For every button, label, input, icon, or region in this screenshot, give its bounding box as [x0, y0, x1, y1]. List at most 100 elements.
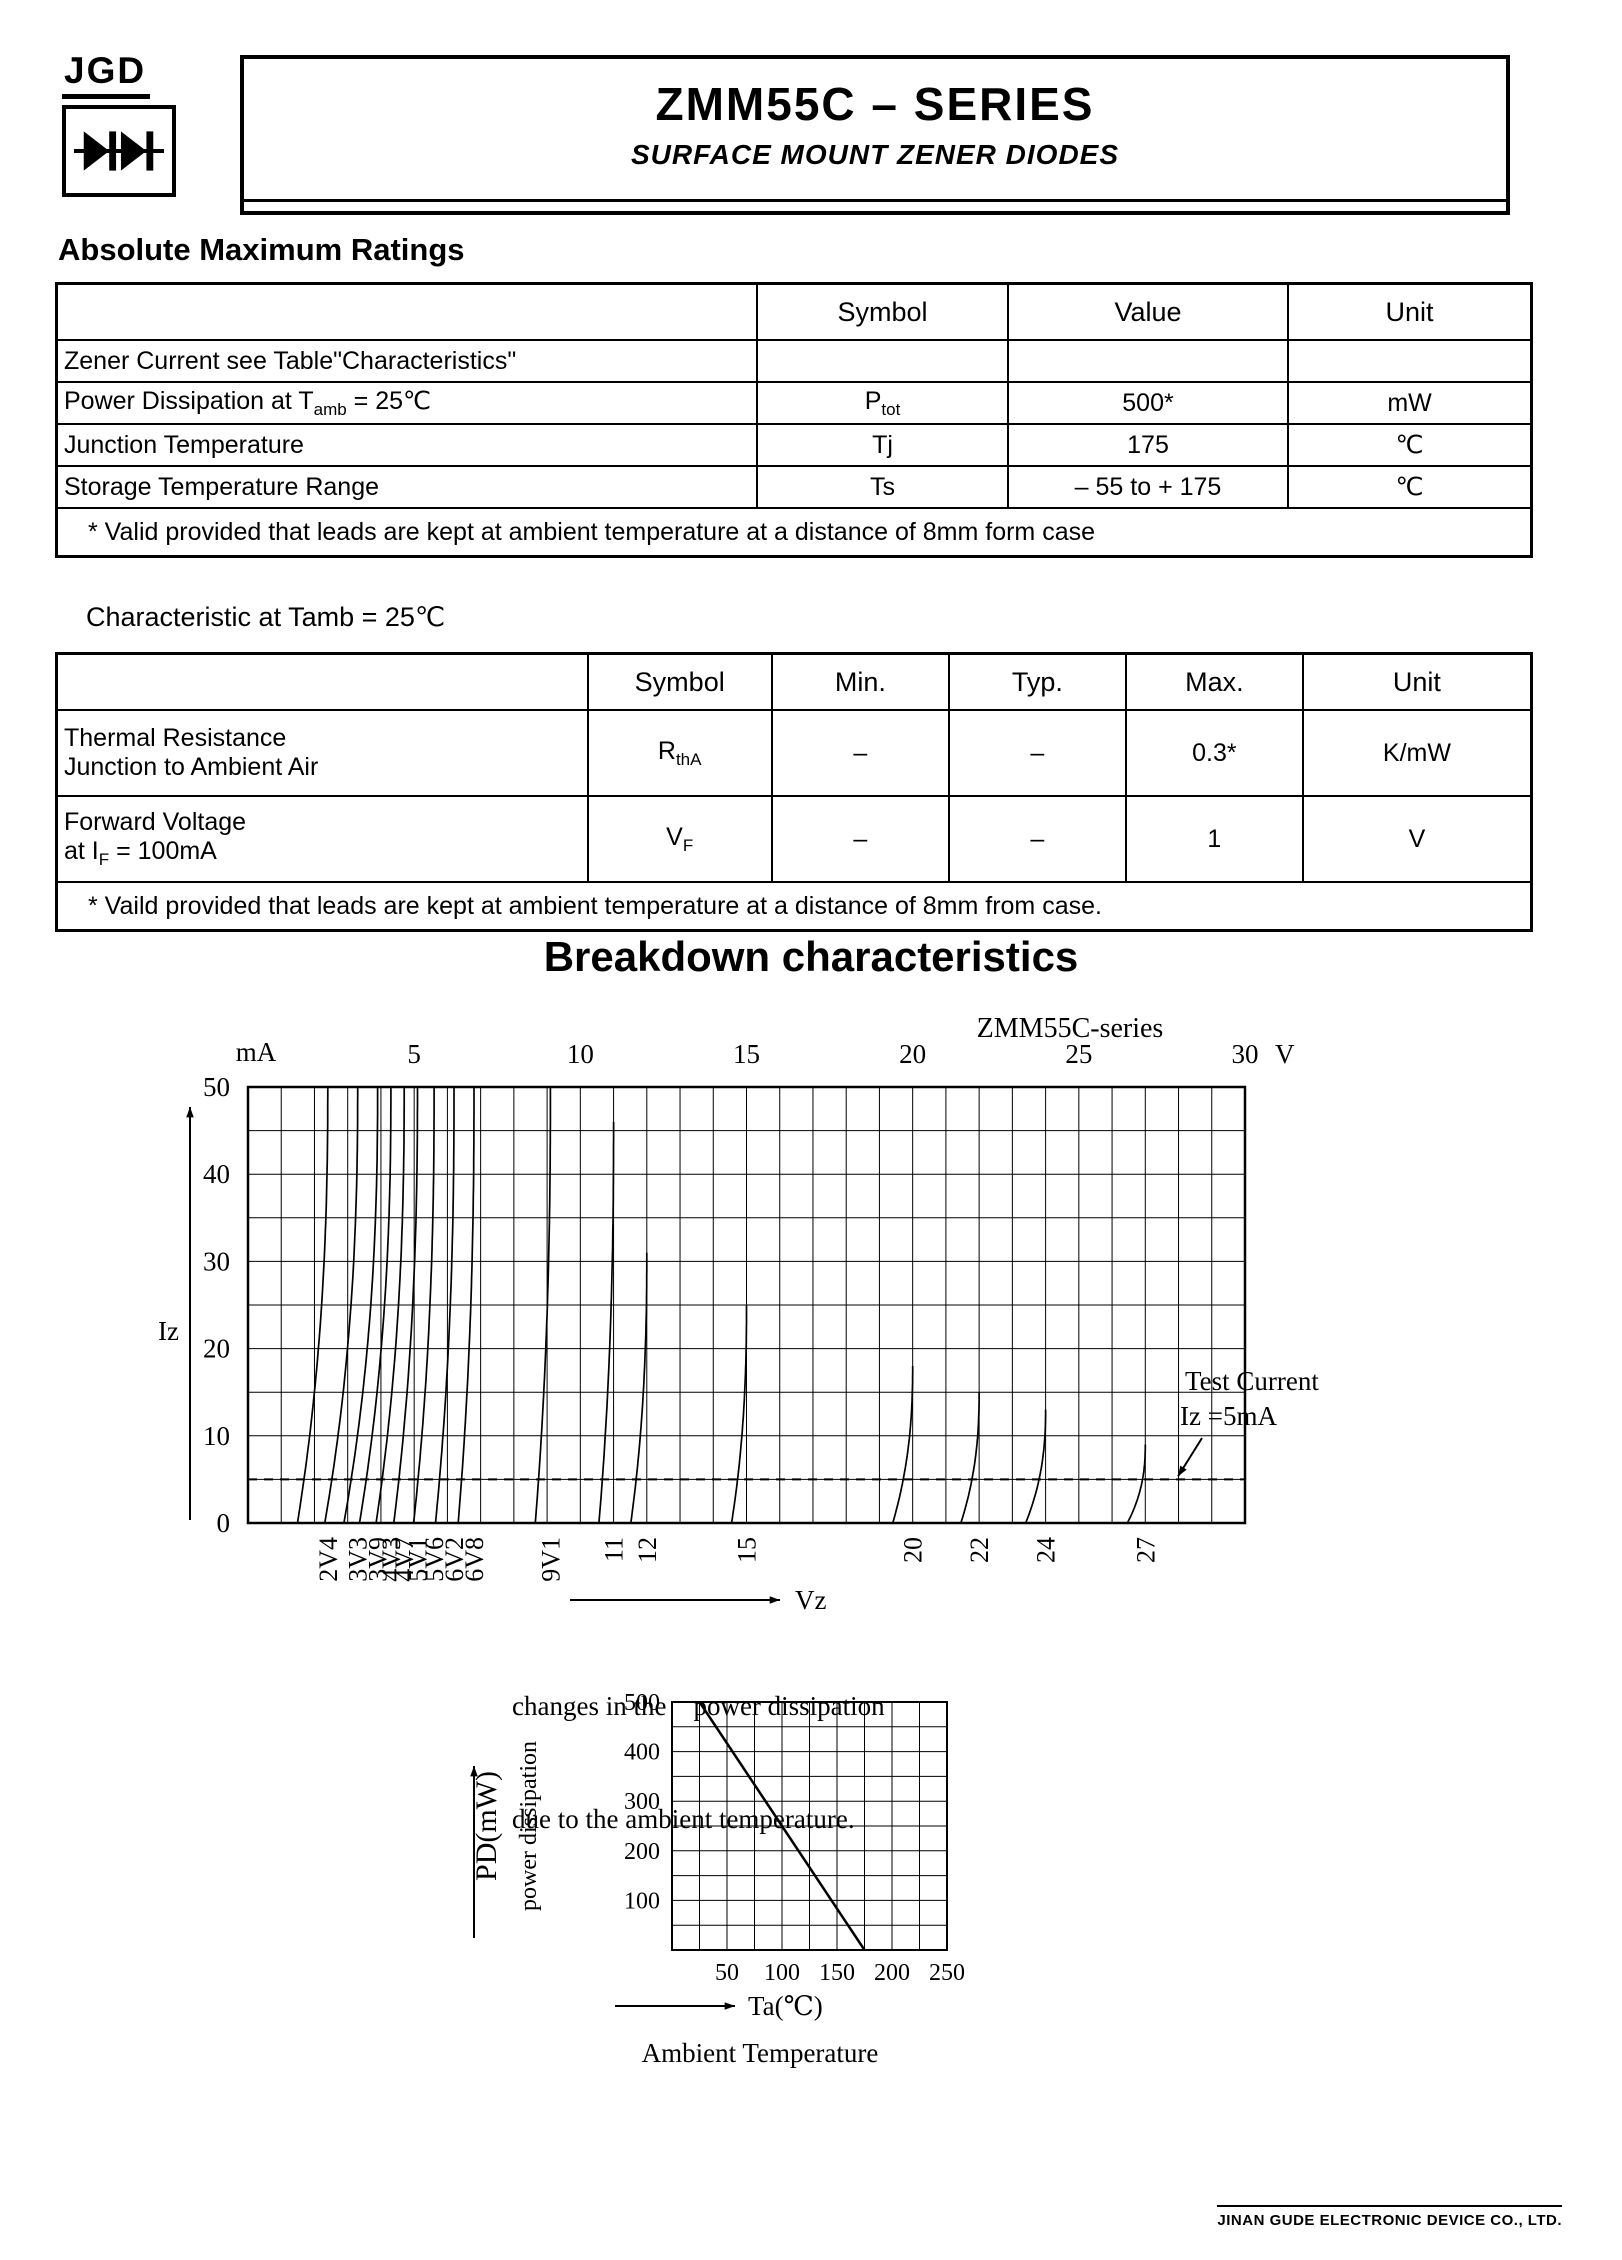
header-unit: Unit — [1301, 652, 1533, 711]
abs-max-table: Symbol Value Unit Zener Current see Tabl… — [55, 282, 1533, 558]
param-subscript: F — [98, 850, 110, 869]
page-subtitle: SURFACE MOUNT ZENER DIODES — [630, 139, 1120, 170]
symbol-base: V — [666, 822, 683, 851]
svg-text:Vz: Vz — [795, 1585, 826, 1615]
param-line1: Thermal Resistance — [64, 724, 287, 752]
svg-text:6V8: 6V8 — [460, 1537, 489, 1582]
param-line2: at IF = 100mA — [64, 837, 581, 870]
typ-cell: – — [947, 709, 1127, 797]
min-cell: – — [770, 709, 950, 797]
unit-cell: mW — [1287, 381, 1533, 425]
title-box: ZMM55C – SERIES SURFACE MOUNT ZENER DIOD… — [240, 55, 1510, 215]
svg-text:20: 20 — [899, 1537, 928, 1563]
breakdown-chart-svg: ZMM55C-series 5 10 15 20 25 30 VmA 0 10 20 30 40 50 Iz… — [158, 1013, 1319, 1615]
derating-caption: changes in the power dissipation due to … — [512, 1612, 885, 1914]
table-row: Storage Temperature Range Ts – 55 to + 1… — [55, 465, 1533, 509]
svg-text:15: 15 — [733, 1039, 760, 1069]
derating-chart-svg: 100 200 300 400 500 50 100 150 200 250 PD(mW) power… — [470, 1690, 965, 2068]
param-line1: Forward Voltage — [64, 808, 247, 836]
symbol-cell: Ptot — [756, 381, 1009, 425]
unit-cell: K/mW — [1301, 709, 1533, 797]
svg-text:100: 100 — [624, 1888, 660, 1914]
param-text: = 25℃ — [346, 387, 432, 415]
min-cell: – — [770, 795, 950, 883]
symbol-cell: Tj — [756, 423, 1009, 467]
value-cell: 500* — [1006, 381, 1290, 425]
unit-cell — [1287, 339, 1533, 383]
derating-chart: 100 200 300 400 500 50 100 150 200 250 PD(mW) power… — [430, 1688, 1210, 2118]
svg-text:4V7: 4V7 — [390, 1537, 419, 1582]
svg-text:Iz: Iz — [158, 1316, 179, 1346]
diode-symbol-icon — [73, 131, 165, 171]
svg-text:30: 30 — [1232, 1039, 1259, 1069]
abs-max-heading: Absolute Maximum Ratings — [58, 232, 465, 267]
symbol-cell: Ts — [756, 465, 1009, 509]
header-empty-cell — [55, 282, 759, 341]
max-cell: 1 — [1124, 795, 1304, 883]
svg-text:12: 12 — [633, 1537, 662, 1563]
svg-text:5: 5 — [407, 1039, 421, 1069]
subtitle-rule — [244, 199, 1506, 202]
svg-text:200: 200 — [624, 1839, 660, 1865]
param-subscript: amb — [313, 400, 347, 419]
unit-cell: ℃ — [1287, 465, 1533, 509]
value-cell — [1006, 339, 1290, 383]
param-cell: Power Dissipation at Tamb = 25℃ — [55, 381, 759, 425]
param-cell: Thermal Resistance Junction to Ambient A… — [55, 709, 589, 797]
svg-text:22: 22 — [965, 1537, 994, 1563]
symbol-base: R — [657, 736, 676, 765]
value-cell: – 55 to + 175 — [1006, 465, 1290, 509]
page-title: ZMM55C – SERIES — [655, 78, 1095, 130]
footnote-row: * Vaild provided that leads are kept at … — [55, 881, 1533, 932]
characteristic-heading: Characteristic at Tamb = 25℃ — [86, 602, 446, 632]
svg-text:9V1: 9V1 — [536, 1537, 565, 1582]
footnote-cell: * Valid provided that leads are kept at … — [55, 507, 1533, 558]
svg-text:25: 25 — [1065, 1039, 1092, 1069]
footer-company: JINAN GUDE ELECTRONIC DEVICE CO., LTD. — [1217, 2205, 1562, 2229]
symbol-base: P — [864, 386, 882, 415]
header-max: Max. — [1124, 652, 1304, 711]
max-cell: 0.3* — [1124, 709, 1304, 797]
svg-text:power dissipation: power dissipation — [516, 1741, 542, 1911]
caption-line1: changes in the power dissipation — [512, 1690, 885, 1721]
svg-text:50: 50 — [715, 1960, 739, 1986]
table-row: Zener Current see Table"Characteristics" — [55, 339, 1533, 383]
characteristics-table: Symbol Min. Typ. Max. Unit Thermal Resis… — [55, 652, 1533, 932]
svg-text:2V4: 2V4 — [314, 1537, 343, 1582]
svg-text:500: 500 — [624, 1690, 660, 1716]
svg-text:27: 27 — [1131, 1537, 1160, 1563]
footnote-cell: * Vaild provided that leads are kept at … — [55, 881, 1533, 932]
svg-text:50: 50 — [203, 1072, 230, 1102]
caption-line2: due to the ambient temperature. — [512, 1803, 855, 1834]
header-typ: Typ. — [947, 652, 1127, 711]
svg-text:Iz =5mA: Iz =5mA — [1180, 1401, 1277, 1431]
svg-text:24: 24 — [1032, 1537, 1061, 1563]
table-header-row: Symbol Value Unit — [55, 282, 1533, 341]
svg-text:40: 40 — [203, 1159, 230, 1189]
svg-text:4V3: 4V3 — [377, 1537, 406, 1582]
svg-text:100: 100 — [764, 1960, 800, 1986]
svg-text:3V9: 3V9 — [364, 1537, 393, 1582]
symbol-cell: VF — [586, 795, 773, 883]
svg-text:250: 250 — [929, 1960, 965, 1986]
symbol-subscript: tot — [881, 399, 901, 419]
svg-text:5V1: 5V1 — [403, 1537, 432, 1582]
symbol-cell — [756, 339, 1009, 383]
characteristics-table-wrap: Symbol Min. Typ. Max. Unit Thermal Resis… — [55, 652, 1533, 932]
param-cell: Junction Temperature — [55, 423, 759, 467]
svg-text:15: 15 — [733, 1537, 762, 1563]
svg-text:400: 400 — [624, 1740, 660, 1766]
svg-text:Ambient Temperature: Ambient Temperature — [642, 2038, 879, 2068]
svg-text:Ta(℃): Ta(℃) — [748, 1991, 823, 2021]
header-symbol: Symbol — [586, 652, 773, 711]
svg-text:Test Current: Test Current — [1185, 1366, 1319, 1396]
param-cell: Zener Current see Table"Characteristics" — [55, 339, 759, 383]
typ-cell: – — [947, 795, 1127, 883]
table-row: Junction Temperature Tj 175 ℃ — [55, 423, 1533, 467]
svg-text:300: 300 — [624, 1789, 660, 1815]
table-row: Power Dissipation at Tamb = 25℃ Ptot 500… — [55, 381, 1533, 425]
svg-text:3V3: 3V3 — [344, 1537, 373, 1582]
symbol-subscript: F — [682, 835, 694, 855]
